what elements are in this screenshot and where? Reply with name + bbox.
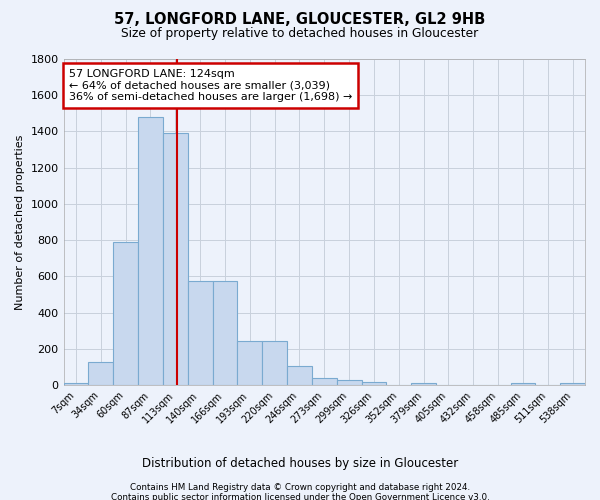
Y-axis label: Number of detached properties: Number of detached properties	[15, 134, 25, 310]
Bar	[362, 382, 386, 385]
Bar	[337, 380, 362, 385]
Text: Distribution of detached houses by size in Gloucester: Distribution of detached houses by size …	[142, 458, 458, 470]
Text: 57, LONGFORD LANE, GLOUCESTER, GL2 9HB: 57, LONGFORD LANE, GLOUCESTER, GL2 9HB	[115, 12, 485, 28]
Bar	[312, 378, 337, 385]
Text: 57 LONGFORD LANE: 124sqm
← 64% of detached houses are smaller (3,039)
36% of sem: 57 LONGFORD LANE: 124sqm ← 64% of detach…	[69, 69, 352, 102]
Bar	[212, 281, 238, 385]
Bar	[138, 117, 163, 385]
Bar	[88, 362, 113, 385]
Bar	[113, 242, 138, 385]
Text: Contains HM Land Registry data © Crown copyright and database right 2024.: Contains HM Land Registry data © Crown c…	[130, 482, 470, 492]
Bar	[287, 366, 312, 385]
Bar	[560, 382, 585, 385]
Bar	[188, 281, 212, 385]
Bar	[238, 341, 262, 385]
Bar	[163, 134, 188, 385]
Bar	[411, 382, 436, 385]
Text: Size of property relative to detached houses in Gloucester: Size of property relative to detached ho…	[121, 28, 479, 40]
Text: Contains public sector information licensed under the Open Government Licence v3: Contains public sector information licen…	[110, 492, 490, 500]
Bar	[64, 384, 88, 385]
Bar	[262, 341, 287, 385]
Bar	[511, 384, 535, 385]
